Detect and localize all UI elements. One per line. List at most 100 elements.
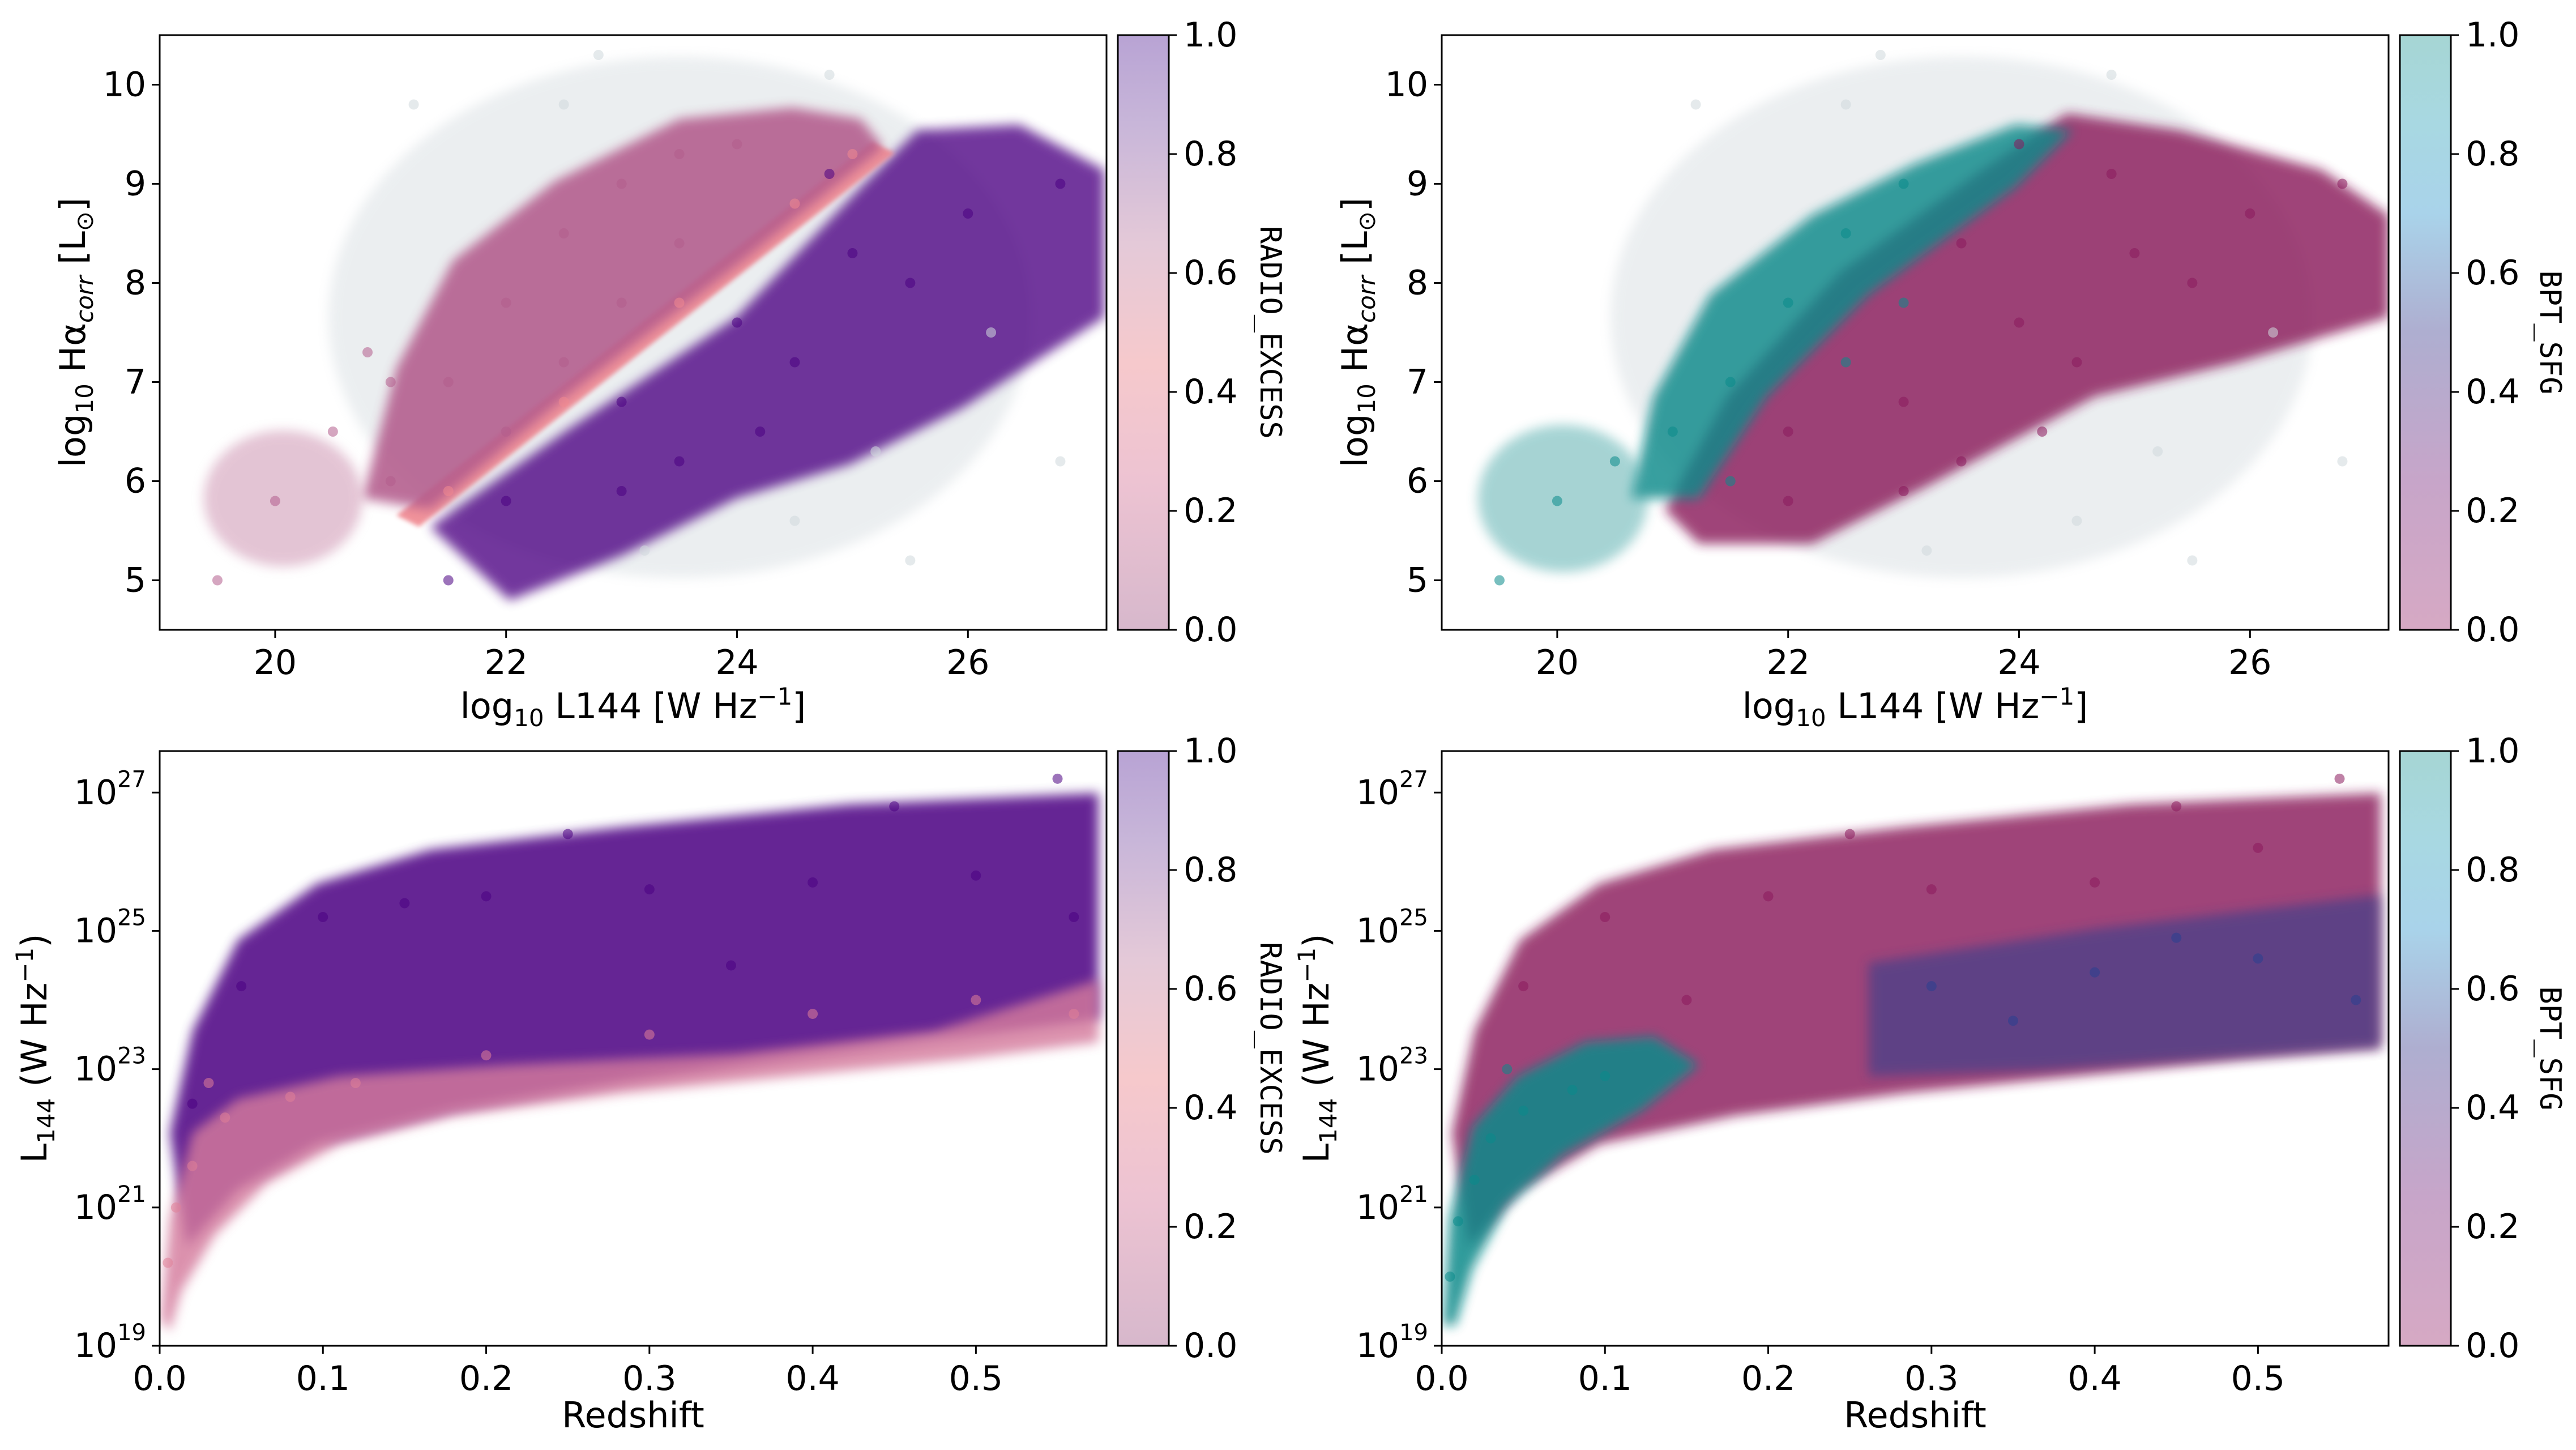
scatter-point [1844,829,1855,839]
scatter-point [163,1257,173,1268]
y-tick-label: 5 [125,561,146,600]
scatter-point [187,1161,198,1171]
scatter-point [971,995,981,1005]
x-tick-label: 20 [254,643,297,683]
y-axis-label-top-right: log10 Hαcorr [L⊙] [1334,198,1381,467]
scatter-point [674,456,685,467]
scatter-point [2106,70,2117,80]
x-tick-label: 0.2 [459,1359,513,1398]
scatter-point [362,347,373,357]
scatter-cloud-top-right [1478,50,2389,586]
mixed-band [1869,895,2381,1076]
colorbar-ticks-top-left: 0.0 0.2 0.4 0.6 0.8 1.0 [1169,15,1237,650]
ticks-top-right: 20 22 24 26 5 6 7 8 9 10 [1385,65,2272,683]
x-tick-label: 24 [1997,643,2040,683]
y-axis-label-top-left: log10 Hαcorr [L⊙] [52,198,99,467]
y-tick-label: 1027 [74,766,146,812]
scatter-point [2245,208,2255,219]
scatter-point [1840,99,1851,110]
scatter-point [674,297,685,308]
scatter-point [2129,248,2140,258]
scatter-point [1609,456,1620,467]
scatter-point [2014,317,2024,328]
sample-points-top-right [1494,50,2348,586]
y-tick-label: 1021 [74,1182,146,1227]
scatter-point [1840,357,1851,368]
sfg-cloud [1631,125,2073,498]
scatter-point [2351,995,2361,1005]
y-tick-label: 1027 [1356,766,1428,812]
x-tick-label: 0.1 [1578,1359,1632,1398]
scatter-point [1453,1216,1463,1227]
scatter-point [1690,99,1701,110]
y-tick-label: 6 [125,462,146,501]
scatter-point [1518,1105,1529,1116]
scatter-point [1956,456,1967,467]
scatter-point [2337,178,2348,189]
x-tick-label: 0.4 [2067,1359,2121,1398]
scatter-point [170,1202,181,1213]
scatter-point [558,396,569,407]
scatter-point [2253,953,2263,964]
scatter-point [385,377,396,387]
scatter-point [350,1078,361,1089]
x-axis-label-bottom-left: Redshift [562,1394,704,1436]
scatter-point [1921,545,1932,556]
scatter-point [789,515,800,526]
ticks-bottom-right: 0.0 0.1 0.2 0.3 0.4 0.5 1019 1021 1023 1025 1027 [1356,766,2285,1398]
scatter-point [2268,327,2279,338]
sfg-tail [1478,425,1648,572]
colorbar-tick-label: 0.8 [2466,850,2519,890]
scatter-point [1898,297,1909,308]
scatter-point [1926,981,1937,992]
colorbar-bottom-left [1117,750,1170,1347]
panel-top-left: 20 22 24 26 5 6 7 8 9 10 log10 L144 [W Hz−1] log1… [52,15,1287,732]
scatter-point [558,228,569,238]
scatter-point [443,575,454,586]
x-tick-label: 22 [485,643,528,683]
x-tick-label: 0.1 [296,1359,350,1398]
scatter-point [2171,801,2182,812]
scatter-point [1552,496,1562,506]
scatter-point [644,884,655,895]
scatter-point [220,1112,230,1123]
colorbar-tick-label: 0.0 [2466,610,2519,650]
y-axis-label-bottom-right: L144 (W Hz−1) [1293,934,1342,1163]
scatter-point [2037,427,2048,437]
scatter-point [2106,169,2117,179]
colorbar-tick-label: 0.6 [1184,253,1237,293]
colorbar-top-right [2399,34,2452,631]
scatter-point [1840,228,1851,238]
scatter-point [593,50,604,60]
axes-frame-top-right [1441,34,2390,631]
scatter-point [285,1091,296,1102]
scatter-point [1055,456,1066,467]
y-tick-label: 7 [1407,362,1428,402]
ticks-bottom-left: 0.0 0.1 0.2 0.3 0.4 0.5 1019 1021 1023 1025 1027 [74,766,1003,1398]
scatter-point [1052,773,1063,784]
scatter-point [2071,357,2082,368]
colorbar-tick-label: 0.2 [2466,1207,2519,1247]
colorbar-tick-label: 0.6 [2466,969,2519,1009]
ticks-top-left: 20 22 24 26 5 6 7 8 9 10 [103,65,990,683]
scatter-point [674,238,685,249]
scatter-point [2014,139,2024,150]
colorbar-tick-label: 0.0 [1184,610,1237,650]
scatter-point [318,912,328,923]
colorbar-ticks-top-right: 0.0 0.2 0.4 0.6 0.8 1.0 [2451,15,2519,650]
x-tick-label: 0.2 [1741,1359,1795,1398]
x-tick-label: 22 [1767,643,1810,683]
scatter-cloud-bottom-left [161,773,1099,1331]
colorbar-label-top-left: RADIO_EXCESS [1253,226,1287,439]
x-tick-label: 0.3 [622,1359,676,1398]
scatter-point [1783,297,1793,308]
y-tick-label: 7 [125,362,146,402]
x-tick-label: 0.5 [2231,1359,2285,1398]
x-axis-label-top-right: log10 L144 [W Hz−1] [1742,683,2088,732]
scatter-point [2253,842,2263,853]
scatter-point [212,575,223,586]
scatter-point [905,555,916,566]
colorbar-bottom-right [2399,750,2452,1347]
scatter-point [616,178,627,189]
scatter-point [889,801,900,812]
